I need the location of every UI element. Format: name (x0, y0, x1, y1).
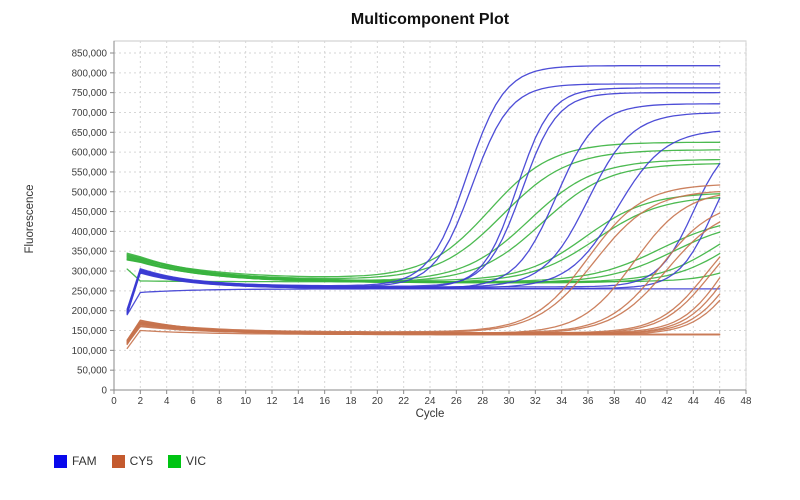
legend-label: VIC (186, 454, 207, 468)
y-tick-label: 350,000 (72, 247, 108, 258)
y-tick-label: 500,000 (72, 187, 108, 198)
x-tick-label: 0 (111, 396, 117, 407)
y-tick-label: 550,000 (72, 167, 108, 178)
x-tick-label: 22 (398, 396, 409, 407)
y-tick-label: 0 (102, 386, 108, 397)
x-tick-label: 34 (556, 396, 567, 407)
x-tick-label: 48 (741, 396, 752, 407)
y-tick-label: 600,000 (72, 148, 108, 159)
legend-label: CY5 (129, 454, 154, 468)
x-tick-label: 26 (451, 396, 462, 407)
x-tick-label: 30 (504, 396, 515, 407)
y-tick-label: 250,000 (72, 286, 108, 297)
x-tick-label: 4 (164, 396, 170, 407)
legend-swatch-fam (54, 454, 67, 468)
legend-item-fam: FAM (54, 454, 97, 468)
x-tick-label: 38 (609, 396, 620, 407)
x-tick-label: 24 (425, 396, 436, 407)
curve-vic-11 (126, 268, 721, 283)
x-tick-label: 12 (267, 396, 278, 407)
y-tick-label: 300,000 (72, 267, 108, 278)
x-tick-label: 14 (293, 396, 304, 407)
y-tick-label: 700,000 (72, 108, 108, 119)
x-tick-label: 40 (635, 396, 646, 407)
legend-swatch-cy5 (111, 454, 125, 468)
x-tick-label: 32 (530, 396, 541, 407)
y-tick-label: 450,000 (72, 207, 108, 218)
y-tick-label: 100,000 (72, 346, 108, 357)
curve-cy5-22 (126, 184, 721, 343)
x-tick-label: 42 (662, 396, 673, 407)
y-tick-label: 50,000 (77, 366, 108, 377)
y-axis-title: Fluorescence (24, 184, 36, 254)
x-tick-label: 2 (138, 396, 143, 407)
curve-vic-5 (126, 193, 721, 282)
y-tick-label: 400,000 (72, 227, 108, 238)
curve-cy5-33 (126, 319, 721, 342)
x-tick-label: 10 (240, 396, 251, 407)
y-tick-label: 800,000 (72, 68, 108, 79)
x-tick-label: 20 (372, 396, 383, 407)
y-tick-label: 750,000 (72, 88, 108, 99)
plot-canvas: 0 50,000 100,000 150,000 200,000 250,000 300,0… (72, 40, 752, 407)
y-tick-label: 850,000 (72, 49, 108, 60)
chart-title: Multicomponent Plot (350, 11, 510, 28)
legend-item-cy5: CY5 (111, 454, 154, 468)
x-tick-label: 36 (583, 396, 594, 407)
legend: FAM CY5 VIC (54, 454, 206, 468)
x-tick-label: 28 (477, 396, 488, 407)
x-tick-label: 18 (346, 396, 357, 407)
x-tick-label: 6 (190, 396, 196, 407)
x-axis-title: Cycle (415, 408, 445, 420)
x-tick-label: 44 (688, 396, 699, 407)
legend-swatch-vic (168, 454, 182, 468)
y-tick-label: 200,000 (72, 306, 108, 317)
y-tick-label: 150,000 (72, 326, 108, 337)
curve-cy5-34 (126, 321, 721, 346)
x-tick-label: 16 (319, 396, 330, 407)
x-tick-label: 46 (714, 396, 725, 407)
curve-fam-21 (126, 288, 721, 316)
curve-fam-19 (126, 163, 721, 313)
legend-item-vic: VIC (168, 454, 206, 468)
y-tick-label: 650,000 (72, 128, 108, 139)
legend-label: FAM (72, 454, 97, 468)
x-tick-label: 8 (217, 396, 223, 407)
